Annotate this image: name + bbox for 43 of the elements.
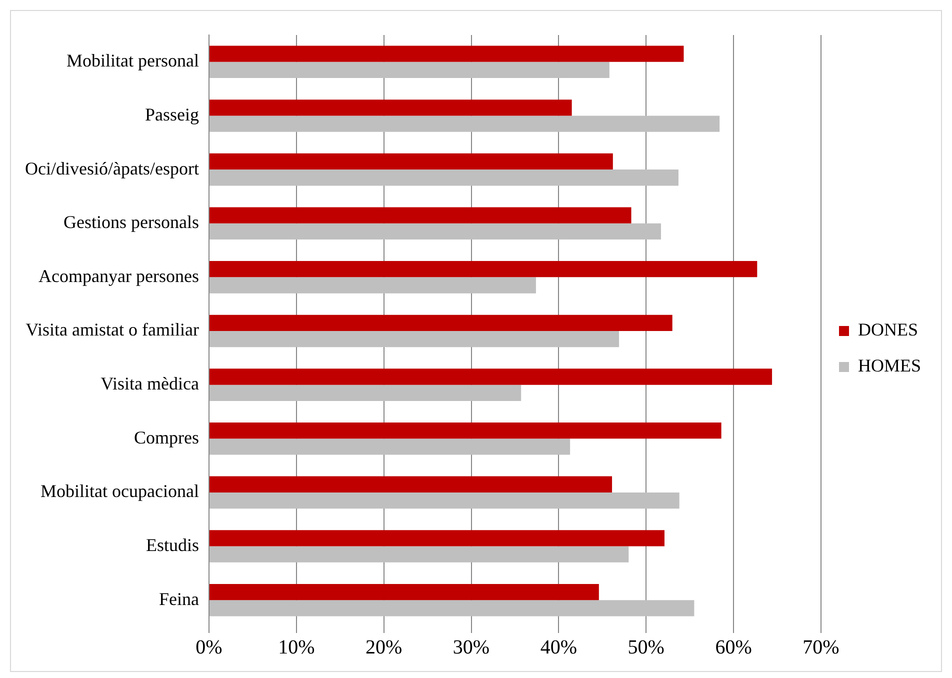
x-tick-label: 0% (196, 636, 222, 658)
bar (209, 223, 661, 240)
y-tick-label: Visita mèdica (100, 374, 199, 394)
bar (209, 277, 536, 294)
bar (209, 314, 672, 331)
bar (209, 62, 610, 78)
bar (209, 170, 678, 186)
bar (209, 46, 684, 62)
bar (209, 384, 522, 401)
y-tick-label: Feina (158, 588, 199, 609)
y-tick-label: Oci/divesió/àpats/esport (24, 158, 199, 178)
bar (209, 261, 758, 278)
x-tick-label: 20% (365, 636, 402, 658)
x-tick-label: 40% (540, 636, 578, 658)
bar (209, 492, 680, 509)
y-tick-label: Passeig (144, 104, 199, 124)
bar (209, 476, 612, 492)
bar (209, 584, 599, 600)
y-tick-label: Acompanyar persones (38, 266, 199, 286)
bar (209, 546, 629, 562)
bar (209, 100, 572, 116)
bar (209, 207, 632, 224)
bar (209, 153, 613, 170)
bar (209, 331, 620, 348)
x-tick-label: 10% (278, 636, 315, 658)
bar (209, 600, 694, 616)
bar (209, 368, 772, 385)
y-tick-label: Mobilitat ocupacional (40, 481, 199, 502)
x-tick-label: 30% (452, 636, 490, 658)
bar (209, 116, 720, 132)
y-tick-label: Mobilitat personal (66, 50, 199, 71)
y-tick-label: Estudis (146, 535, 199, 556)
bar (209, 530, 664, 546)
y-tick-label: Visita amistat o familiar (26, 320, 199, 340)
x-tick-label: 70% (802, 636, 840, 658)
y-tick-label: Compres (134, 427, 199, 448)
bar (209, 422, 722, 439)
x-tick-label: 60% (715, 636, 752, 658)
x-tick-label: 50% (628, 636, 664, 658)
y-tick-label: Gestions personals (63, 212, 199, 232)
legend-label: HOMES (858, 356, 922, 376)
bar (209, 438, 570, 455)
legend-label: DONES (858, 320, 918, 340)
